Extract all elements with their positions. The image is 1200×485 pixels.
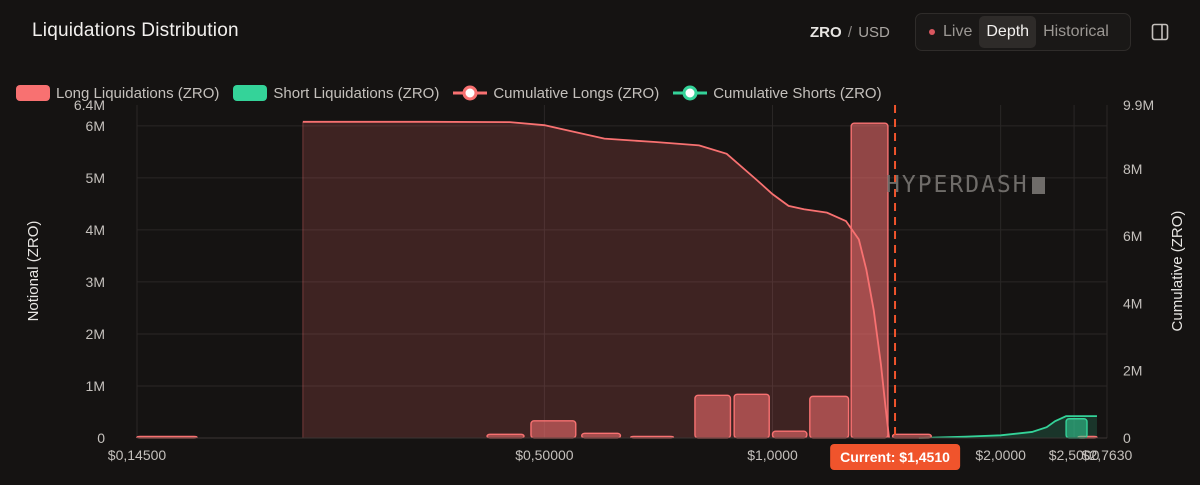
legend-label: Long Liquidations (ZRO) (56, 84, 220, 102)
y-tick-label: 6M (86, 118, 105, 134)
sidebar-toggle-icon[interactable] (1151, 23, 1169, 41)
long-liquidation-bar (809, 395, 850, 439)
long-liquidation-bar (850, 122, 889, 439)
mode-depth-button[interactable]: Depth (979, 16, 1037, 48)
cumulative-longs-area (302, 121, 890, 439)
legend-label: Cumulative Longs (ZRO) (493, 84, 660, 102)
y-tick-label: 5M (86, 170, 105, 186)
y-tick-label: 6.4M (74, 97, 105, 113)
cumulative-shorts-line-icon (673, 85, 708, 101)
mode-live-button[interactable]: Live (918, 16, 979, 48)
x-tick-label: $2,0000 (975, 447, 1026, 463)
pair-base: ZRO (810, 24, 842, 41)
pair-separator: / (847, 24, 853, 41)
x-tick-label: $2,5000 (1049, 447, 1100, 463)
legend-item-short-liquidations[interactable]: Short Liquidations (ZRO) (233, 85, 439, 102)
y2-axis-title: Cumulative (ZRO) (1169, 211, 1186, 332)
mode-live-label: Live (943, 23, 973, 40)
y2-tick-label: 4M (1123, 295, 1142, 311)
y2-tick-label: 2M (1123, 363, 1142, 379)
legend-item-cumulative-shorts[interactable]: Cumulative Shorts (ZRO) (673, 84, 882, 102)
cumulative-shorts-area (918, 416, 1097, 438)
legend-label: Short Liquidations (ZRO) (273, 84, 440, 102)
mode-depth-label: Depth (986, 23, 1030, 40)
long-liquidation-bar (530, 420, 577, 439)
hyperdash-watermark: HYPERDASH (886, 172, 1045, 198)
cumulative-longs-line-icon (453, 85, 488, 101)
mode-historical-label: Historical (1043, 23, 1109, 40)
x-tick-label: $1,0000 (747, 447, 798, 463)
mode-historical-button[interactable]: Historical (1036, 16, 1116, 48)
page-title: Liquidations Distribution (32, 20, 239, 41)
y2-tick-label: 6M (1123, 228, 1142, 244)
y2-tick-label: 0 (1123, 430, 1131, 446)
cumulative-shorts-line (918, 415, 1097, 439)
watermark-block-icon (1031, 176, 1045, 194)
pair-quote: USD (858, 24, 890, 41)
long-liquidation-bar (733, 393, 770, 439)
short-swatch-icon (233, 85, 268, 101)
live-dot-icon (929, 29, 935, 35)
long-liquidation-bar (694, 394, 732, 439)
x-tick-label: $2,7630 (1082, 447, 1133, 463)
long-liquidation-bar (891, 433, 932, 439)
legend-item-cumulative-longs[interactable]: Cumulative Longs (ZRO) (453, 85, 659, 102)
x-tick-label: $0,14500 (108, 447, 167, 463)
trading-pair: ZRO / USD (810, 24, 890, 41)
short-liquidation-bar (1065, 418, 1088, 439)
y2-tick-label: 8M (1123, 161, 1142, 177)
y-tick-label: 0 (97, 430, 105, 446)
y-tick-label: 3M (86, 274, 105, 290)
y-axis-title: Notional (ZRO) (25, 221, 42, 322)
legend-item-long-liquidations[interactable]: Long Liquidations (ZRO) (16, 85, 219, 102)
chart-legend: Long Liquidations (ZRO) Short Liquidatio… (16, 82, 896, 104)
y-tick-label: 2M (86, 326, 105, 342)
watermark-text: HYPERDASH (886, 172, 1029, 198)
current-price-badge: Current: $1,4510 (830, 444, 960, 470)
x-tick-label: $0,50000 (515, 447, 574, 463)
y-tick-label: 1M (86, 378, 105, 394)
view-mode-toggle: Live Depth Historical (915, 13, 1131, 51)
long-liquidation-bar (580, 432, 622, 439)
long-liquidation-bar (486, 433, 525, 439)
y-tick-label: 4M (86, 222, 105, 238)
legend-label: Cumulative Shorts (ZRO) (713, 84, 882, 102)
y2-tick-label: 9.9M (1123, 97, 1154, 113)
long-swatch-icon (16, 85, 50, 101)
long-liquidation-bar (771, 430, 808, 439)
